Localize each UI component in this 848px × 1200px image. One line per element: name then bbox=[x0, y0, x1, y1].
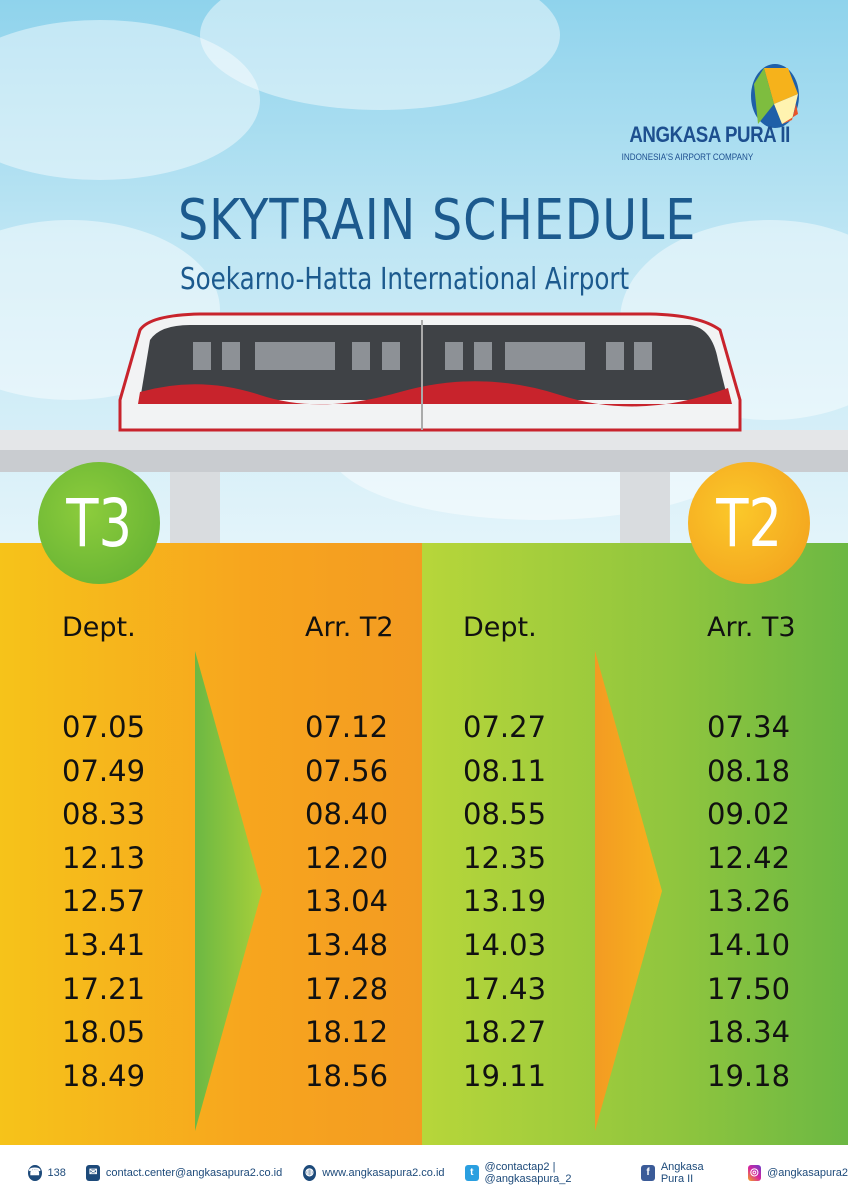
terminal-t3-label: T3 bbox=[66, 484, 132, 562]
instagram-icon: ◎ bbox=[747, 1164, 762, 1181]
time-cell: 07.27 bbox=[463, 710, 547, 744]
pillar-left bbox=[170, 470, 220, 545]
logo-tagline: INDONESIA'S AIRPORT COMPANY bbox=[621, 152, 753, 162]
time-cell: 17.50 bbox=[707, 971, 791, 1006]
twitter-icon: t bbox=[464, 1164, 479, 1181]
time-cell: 19.11 bbox=[463, 1058, 547, 1093]
time-cell: 12.20 bbox=[305, 840, 389, 875]
time-cell: 13.04 bbox=[305, 884, 389, 919]
t2-departure-column: Dept. 07.27 08.11 08.55 12.35 13.19 14.0… bbox=[463, 612, 546, 1102]
column-header: Dept. bbox=[62, 612, 136, 643]
time-cell: 09.02 bbox=[707, 797, 791, 832]
time-cell: 07.49 bbox=[62, 753, 146, 788]
time-cell: 07.05 bbox=[62, 710, 146, 744]
twitter-handles[interactable]: @contactap2 | @angkasapura_2 bbox=[484, 1160, 572, 1185]
time-cell: 13.26 bbox=[707, 884, 791, 919]
column-header: Arr. T2 bbox=[305, 612, 394, 643]
time-cell: 13.48 bbox=[305, 927, 389, 962]
arrow-right-icon bbox=[195, 651, 262, 1131]
website-link[interactable]: www.angkasapura2.co.id bbox=[322, 1166, 445, 1179]
time-cell: 07.56 bbox=[305, 753, 389, 788]
pillar-right bbox=[620, 470, 670, 545]
time-cell: 14.03 bbox=[463, 927, 547, 962]
column-header: Arr. T3 bbox=[707, 612, 796, 643]
page-title: SKYTRAIN SCHEDULE bbox=[178, 188, 697, 253]
time-cell: 08.55 bbox=[463, 797, 547, 832]
t3-arrival-column: Arr. T3 07.34 08.18 09.02 12.42 13.26 14… bbox=[707, 612, 796, 1102]
time-cell: 17.43 bbox=[463, 971, 547, 1006]
terminal-t3-badge: T3 bbox=[38, 462, 160, 584]
time-cell: 14.10 bbox=[707, 927, 791, 962]
contact-footer: ☎ 138 ✉ contact.center@angkasapura2.co.i… bbox=[0, 1145, 848, 1200]
track-beam bbox=[0, 430, 848, 450]
facebook-icon: f bbox=[641, 1164, 655, 1181]
time-cell: 19.18 bbox=[707, 1058, 791, 1093]
instagram-handle[interactable]: @angkasapura2 bbox=[767, 1166, 848, 1179]
headset-icon: ☎ bbox=[28, 1164, 42, 1181]
time-cell: 08.11 bbox=[463, 753, 547, 788]
arrow-right-icon bbox=[595, 651, 662, 1131]
column-header: Dept. bbox=[463, 612, 537, 643]
page-subtitle: Soekarno-Hatta International Airport bbox=[180, 262, 630, 297]
t2-arrival-column: Arr. T2 07.12 07.56 08.40 12.20 13.04 13… bbox=[305, 612, 394, 1102]
t3-departure-column: Dept. 07.05 07.49 08.33 12.13 12.57 13.4… bbox=[62, 612, 145, 1102]
time-cell: 07.34 bbox=[707, 710, 791, 744]
time-cell: 18.12 bbox=[305, 1015, 389, 1050]
time-cell: 12.35 bbox=[463, 840, 547, 875]
email-link[interactable]: contact.center@angkasapura2.co.id bbox=[105, 1166, 283, 1179]
time-cell: 08.33 bbox=[62, 797, 146, 832]
time-cell: 08.18 bbox=[707, 753, 791, 788]
time-cell: 12.42 bbox=[707, 840, 791, 875]
time-cell: 18.49 bbox=[62, 1058, 146, 1093]
time-cell: 12.13 bbox=[62, 840, 146, 875]
time-cell: 13.41 bbox=[62, 927, 146, 962]
time-cell: 17.28 bbox=[305, 971, 389, 1006]
logo-name: ANGKASA PURA II bbox=[629, 122, 790, 147]
facebook-link[interactable]: Angkasa Pura II bbox=[660, 1160, 704, 1185]
time-cell: 18.27 bbox=[463, 1015, 547, 1050]
terminal-t2-badge: T2 bbox=[688, 462, 810, 584]
time-cell: 18.56 bbox=[305, 1058, 389, 1093]
time-cell: 08.40 bbox=[305, 797, 389, 832]
schedule-board bbox=[0, 543, 848, 1145]
time-cell: 13.19 bbox=[463, 884, 547, 919]
globe-icon: ◍ bbox=[302, 1164, 317, 1181]
email-icon: ✉ bbox=[86, 1164, 100, 1181]
time-cell: 07.12 bbox=[305, 710, 389, 744]
time-cell: 18.34 bbox=[707, 1015, 791, 1050]
time-cell: 18.05 bbox=[62, 1015, 146, 1050]
skytrain-illustration bbox=[0, 312, 848, 545]
terminal-t2-label: T2 bbox=[716, 484, 782, 562]
phone-number: 138 bbox=[47, 1166, 66, 1179]
time-cell: 12.57 bbox=[62, 884, 146, 919]
angkasa-pura-logo bbox=[751, 64, 799, 128]
time-cell: 17.21 bbox=[62, 971, 146, 1006]
